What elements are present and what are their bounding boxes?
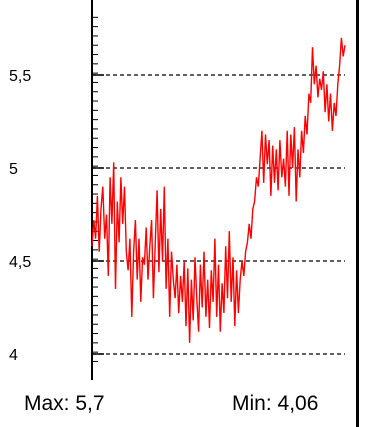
grid-lines <box>92 74 345 355</box>
y-tick-label: 4 <box>9 347 18 364</box>
min-value: 4,06 <box>277 392 319 415</box>
max-stat: Max: 5,7 <box>24 392 105 416</box>
min-stat: Min: 4,06 <box>232 392 318 416</box>
min-label: Min: <box>232 392 272 415</box>
y-tick-label: 4,5 <box>9 254 31 271</box>
max-value: 5,7 <box>75 392 105 415</box>
max-label: Max: <box>24 392 70 415</box>
series-line <box>91 37 346 343</box>
y-tick-label: 5,5 <box>9 68 31 85</box>
y-tick-label: 5 <box>9 161 18 178</box>
y-tick-labels: 4 4,5 5 5,5 <box>9 68 31 364</box>
right-border <box>356 0 359 427</box>
